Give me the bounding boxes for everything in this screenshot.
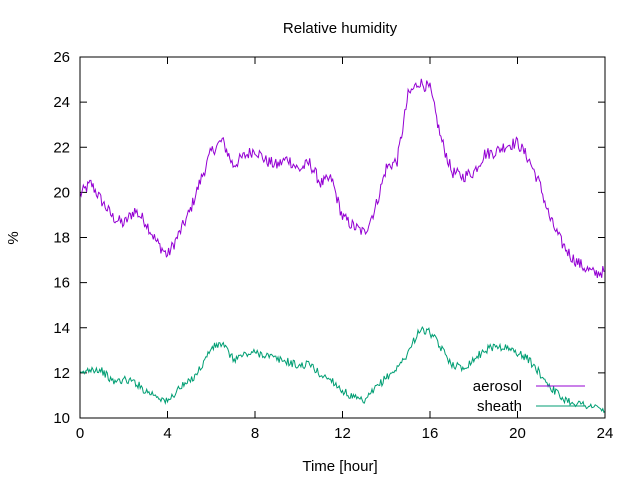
plot-frame: [79, 56, 606, 419]
series-layer: [79, 78, 606, 414]
y-tick-label: 10: [53, 410, 70, 427]
series-line-aerosol: [79, 78, 606, 278]
legend-label-sheath: sheath: [477, 398, 522, 415]
x-tick-label: 20: [509, 425, 526, 442]
y-tick-label: 26: [53, 49, 70, 66]
x-tick-label: 4: [163, 425, 171, 442]
y-axis-label: %: [5, 231, 22, 244]
legend-label-aerosol: aerosol: [473, 378, 522, 395]
y-tick-label: 24: [53, 94, 70, 111]
y-tick-label: 14: [53, 320, 70, 337]
y-tick-label: 20: [53, 184, 70, 201]
x-tick-label: 12: [334, 425, 351, 442]
chart-title: Relative humidity: [283, 20, 398, 37]
x-tick-label: 24: [597, 425, 614, 442]
x-tick-label: 16: [422, 425, 439, 442]
y-tick-label: 18: [53, 230, 70, 247]
y-tick-label: 22: [53, 139, 70, 156]
legend: aerosol sheath: [473, 378, 585, 415]
series-line-sheath: [79, 326, 606, 414]
y-tick-label: 16: [53, 275, 70, 292]
y-tick-label: 12: [53, 365, 70, 382]
x-axis-label: Time [hour]: [302, 458, 377, 475]
x-tick-label: 8: [251, 425, 259, 442]
x-tick-label: 0: [76, 425, 84, 442]
